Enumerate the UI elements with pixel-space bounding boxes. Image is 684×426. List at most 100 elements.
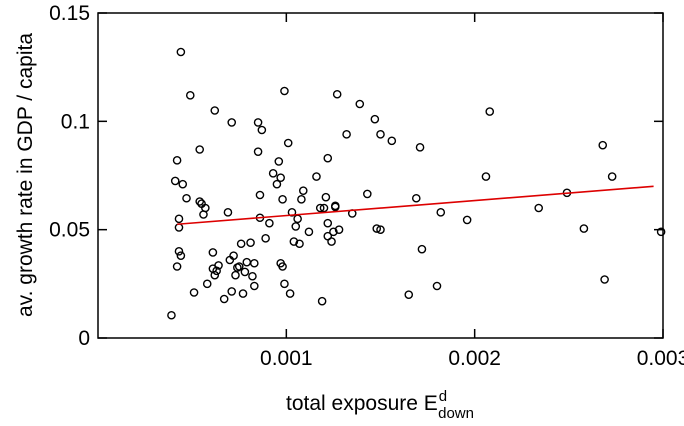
data-point: [598, 140, 608, 150]
data-point: [253, 118, 263, 127]
data-point: [274, 157, 284, 166]
data-point: [272, 179, 282, 189]
axis-ticks: [98, 12, 664, 339]
data-point: [312, 172, 321, 181]
data-point: [376, 130, 385, 139]
data-point: [210, 106, 220, 115]
data-point: [174, 223, 184, 232]
data-point: [223, 208, 233, 217]
data-point: [283, 138, 293, 148]
data-point: [404, 290, 414, 299]
data-point: [289, 237, 299, 246]
data-point: [185, 91, 195, 100]
data-point: [417, 244, 427, 254]
data-point: [278, 195, 287, 204]
data-point: [242, 257, 252, 267]
y-tick-label: 0.15: [49, 2, 90, 25]
data-point: [212, 266, 221, 276]
data-point: [210, 270, 220, 280]
plot-frame: [97, 12, 664, 339]
data-point: [261, 234, 270, 243]
data-point: [317, 296, 327, 306]
x-axis-label: total exposure Ed down: [286, 388, 474, 422]
data-point: [436, 208, 446, 217]
x-axis-label-main: total exposure E: [286, 392, 438, 415]
data-point: [334, 225, 344, 234]
data-point: [257, 125, 267, 135]
data-point: [372, 224, 382, 233]
data-point: [174, 214, 184, 224]
data-point: [415, 143, 425, 152]
data-point: [330, 201, 340, 211]
data-point: [265, 218, 274, 228]
data-point: [229, 251, 238, 260]
data-point: [219, 294, 229, 304]
data-point: [342, 130, 351, 139]
data-point: [297, 195, 306, 204]
data-point: [293, 214, 302, 224]
data-point: [579, 224, 589, 233]
data-point: [178, 179, 188, 189]
data-point: [253, 147, 263, 156]
data-point: [376, 225, 385, 234]
data-points: [167, 47, 666, 320]
data-point: [280, 86, 289, 96]
data-point: [295, 239, 304, 249]
data-point: [246, 238, 255, 247]
data-point: [248, 271, 257, 281]
data-point: [319, 203, 329, 213]
x-axis-label-superscript: d: [439, 388, 447, 405]
data-point: [315, 203, 325, 213]
data-point: [432, 281, 442, 291]
data-point: [167, 310, 176, 320]
data-point: [172, 156, 182, 165]
data-point: [600, 275, 609, 284]
data-point: [268, 169, 278, 178]
x-tick-label: 0.002: [448, 347, 501, 370]
data-point: [202, 279, 212, 289]
y-tick-label: 0.1: [61, 110, 90, 133]
data-point: [370, 114, 380, 124]
data-point: [285, 289, 295, 298]
data-point: [321, 192, 331, 202]
data-point: [276, 173, 285, 182]
data-point: [236, 239, 246, 249]
data-point: [231, 270, 240, 280]
data-point: [656, 227, 666, 237]
x-tick-labels: 0.001 0.002 0.003: [260, 347, 684, 370]
data-point: [327, 237, 336, 246]
x-tick-label: 0.003: [637, 347, 684, 370]
data-point: [278, 262, 287, 271]
data-point: [172, 262, 182, 271]
data-point: [182, 193, 191, 203]
data-point: [238, 289, 248, 298]
data-point: [323, 153, 333, 163]
y-tick-label: 0: [78, 327, 90, 350]
data-point: [411, 193, 421, 203]
data-point: [329, 227, 338, 237]
data-point: [250, 281, 259, 291]
data-point: [323, 218, 333, 228]
x-tick-label: 0.001: [260, 347, 313, 370]
data-point: [387, 136, 397, 146]
data-point: [176, 251, 186, 260]
data-point: [234, 262, 244, 271]
data-point: [227, 287, 237, 296]
y-tick-label: 0.05: [49, 219, 90, 242]
data-point: [291, 222, 301, 231]
data-point: [208, 248, 218, 257]
data-point: [170, 176, 180, 186]
data-point: [462, 215, 472, 225]
data-point: [189, 288, 199, 297]
y-axis-label: av. growth rate in GDP / capita: [14, 33, 37, 317]
regression-line: [177, 185, 654, 226]
data-point: [250, 258, 259, 268]
data-point: [332, 89, 342, 99]
data-point: [195, 197, 204, 206]
y-tick-labels: 0 0.05 0.1 0.15: [49, 2, 90, 350]
data-point: [280, 279, 289, 289]
data-point: [304, 227, 314, 237]
data-point: [201, 203, 210, 213]
data-point: [240, 267, 250, 277]
